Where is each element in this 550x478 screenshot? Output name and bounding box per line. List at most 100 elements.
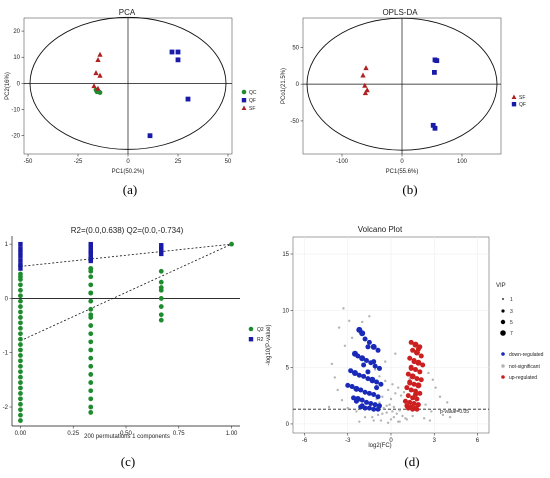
point-q2: [18, 309, 23, 315]
point-q2: [88, 266, 94, 271]
legend-vip-1-label: 1: [510, 297, 513, 303]
point-sf: [95, 56, 101, 63]
legend-qf-label-b: QF: [519, 102, 526, 108]
point-sf: [97, 72, 103, 78]
point-q2: [88, 339, 94, 345]
point-q2: [18, 391, 23, 396]
legend-q2-marker: [248, 326, 254, 332]
point-q2: [88, 355, 94, 361]
point-q2: [88, 290, 94, 296]
panel-a-pca: PCA -50 -25 0 25 50 20 10 0 -10 -20 PC1(50.2%) P…: [5, 8, 257, 197]
point-up-regulated: [415, 382, 422, 389]
x-tick-label: 1.00: [226, 431, 238, 437]
point-qf: [434, 58, 440, 64]
point-q2: [88, 410, 94, 415]
panel-b-legend: SF QF: [511, 94, 526, 108]
point-not-significant: [422, 417, 426, 420]
legend-vip-7-label: 7: [510, 331, 513, 337]
legend-qc-label: QC: [249, 90, 257, 96]
legend-r2-label: R2: [257, 337, 264, 343]
panel-b-xlabel: PC1(55.6%): [386, 169, 419, 175]
point-not-significant: [411, 414, 414, 418]
point-r2: [18, 250, 23, 255]
point-r2: [18, 266, 23, 271]
point-not-significant: [333, 376, 336, 379]
point-up-regulated: [414, 376, 420, 382]
point-not-significant: [394, 392, 397, 395]
point-down-regulated: [369, 378, 375, 384]
panel-c-title: R2=(0.0,0.638) Q2=(0.0,-0.734): [71, 226, 184, 235]
point-not-significant: [340, 398, 344, 402]
point-down-regulated: [359, 330, 366, 337]
legend-sf-label: SF: [249, 106, 255, 112]
point-not-significant: [389, 418, 393, 421]
legend-q2-label: Q2: [257, 327, 264, 333]
point-not-significant: [392, 415, 396, 419]
point-not-significant: [384, 379, 387, 383]
point-down-regulated: [375, 394, 381, 400]
point-q2: [158, 279, 164, 285]
point-sf: [93, 70, 99, 76]
panel-c-permutation: R2=(0.0,0.638) Q2=(0.0,-0.734) 0.00 0.25 0…: [3, 226, 264, 469]
point-up-regulated: [418, 377, 424, 383]
legend-r2-marker: [248, 337, 254, 342]
point-down-regulated: [361, 362, 367, 368]
point-qf: [147, 133, 153, 139]
x-tick-label: 6: [476, 438, 480, 444]
point-not-significant: [378, 375, 381, 378]
point-not-significant: [373, 368, 377, 371]
point-not-significant: [368, 315, 371, 318]
point-up-regulated: [418, 353, 424, 359]
x-tick-label: -6: [302, 438, 308, 444]
y-tick-label: 0: [5, 296, 9, 302]
caption-d: (d): [404, 454, 419, 469]
point-down-regulated: [376, 365, 382, 371]
y-tick-label: -50: [290, 119, 299, 125]
point-down-regulated: [371, 391, 377, 397]
y-tick-label: 0: [296, 82, 300, 88]
point-q2: [158, 268, 164, 274]
y-tick-label: 0: [286, 422, 290, 428]
panel-d-xlabel: log2(FC): [368, 443, 391, 449]
regression-line-2: [20, 243, 232, 342]
point-q2: [18, 418, 23, 423]
point-not-significant: [405, 418, 409, 421]
panel-b-title: OPLS-DA: [382, 8, 418, 17]
point-not-significant: [382, 406, 385, 410]
point-not-significant: [337, 326, 341, 329]
legend-vip-1: [502, 298, 504, 300]
point-q2: [18, 401, 23, 407]
point-up-regulated: [405, 393, 411, 399]
x-tick-label: 0.00: [15, 431, 27, 437]
point-q2: [18, 407, 23, 413]
point-up-regulated: [414, 406, 420, 412]
point-q2: [88, 312, 94, 318]
x-tick-label: 0.50: [120, 431, 132, 437]
point-q2: [158, 285, 164, 290]
point-down-regulated: [372, 363, 378, 369]
panel-d-legend: VIP 1 3 5 7 down-regulated not-significa…: [496, 283, 544, 381]
point-up-regulated: [404, 385, 410, 391]
point-q2: [18, 374, 23, 380]
legend-qf-marker: [241, 98, 247, 103]
point-not-significant: [346, 406, 349, 410]
point-q2: [88, 347, 94, 353]
point-not-significant: [376, 413, 380, 417]
point-down-regulated: [359, 397, 365, 403]
point-down-regulated: [372, 402, 378, 408]
point-sf: [362, 90, 369, 96]
point-not-significant: [336, 388, 339, 392]
point-down-regulated: [366, 390, 372, 396]
point-q2: [158, 312, 164, 318]
legend-ns-label: not-significant: [509, 364, 540, 370]
point-not-significant: [381, 395, 384, 398]
point-not-significant: [371, 415, 374, 419]
point-q2: [18, 293, 23, 299]
point-q2: [18, 363, 23, 369]
point-q2: [88, 323, 94, 328]
point-up-regulated: [407, 380, 413, 386]
point-not-significant: [434, 386, 437, 389]
point-qf: [430, 122, 436, 128]
point-not-significant: [327, 405, 331, 409]
